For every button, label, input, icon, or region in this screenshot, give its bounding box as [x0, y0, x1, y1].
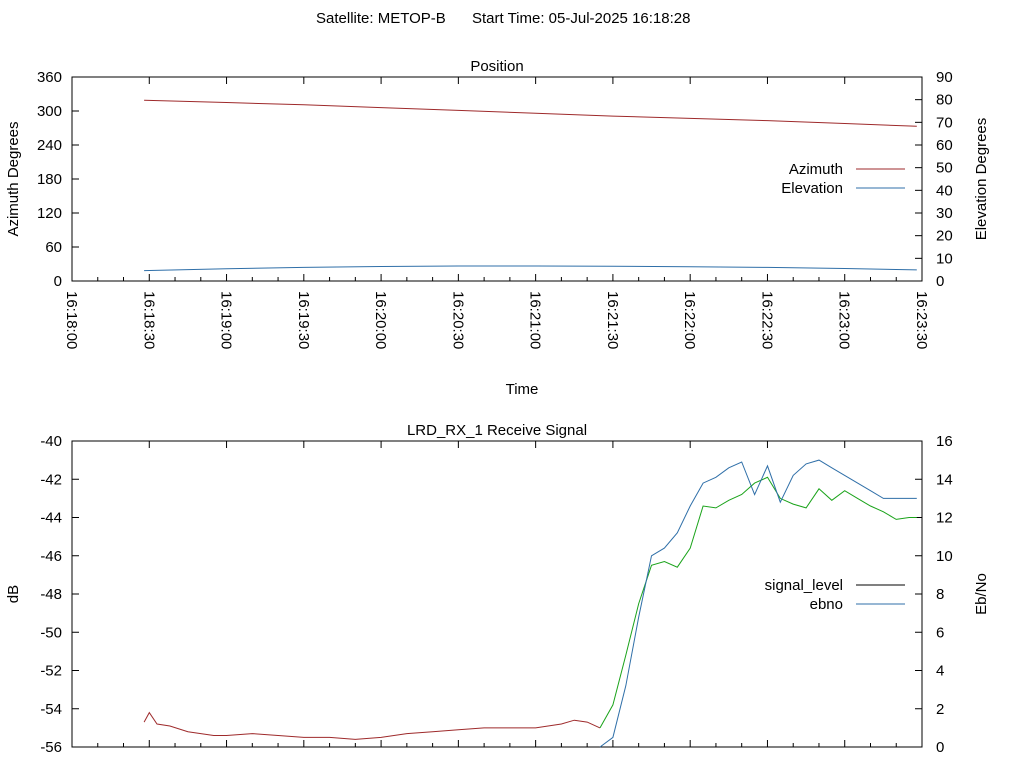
legend-label: Azimuth — [789, 161, 843, 178]
plot-frame — [71, 440, 923, 748]
x-tick-label: 16:20:00 — [372, 291, 389, 349]
y2-tick-label: 60 — [936, 137, 953, 154]
y2-tick-label: 12 — [936, 510, 953, 527]
x-tick-label: 16:18:30 — [140, 291, 157, 349]
x-tick-label: 16:23:00 — [836, 291, 853, 349]
y-tick-label: -48 — [40, 586, 62, 603]
y-tick-label: 0 — [54, 273, 62, 290]
series-line — [599, 459, 917, 748]
x-tick-label: 16:21:30 — [604, 291, 621, 349]
y2-tick-label: 8 — [936, 586, 944, 603]
x-tick-label: 16:19:00 — [218, 291, 235, 349]
chart-title: LRD_RX_1 Receive Signal — [407, 422, 587, 439]
y2-axis-label: Elevation Degrees — [973, 118, 990, 241]
plot-frame — [71, 76, 923, 282]
y2-tick-label: 50 — [936, 160, 953, 177]
x-tick-label: 16:18:00 — [63, 291, 80, 349]
y-tick-label: -44 — [40, 510, 62, 527]
y-tick-label: 120 — [37, 205, 62, 222]
legend-label: ebno — [810, 596, 843, 613]
y-tick-label: -50 — [40, 624, 62, 641]
x-tick-label: 16:21:00 — [527, 291, 544, 349]
y2-tick-label: 40 — [936, 182, 953, 199]
y2-tick-label: 10 — [936, 548, 953, 565]
y2-tick-label: 10 — [936, 250, 953, 267]
series-line — [143, 711, 601, 740]
y2-tick-label: 4 — [936, 663, 944, 680]
x-tick-label: 16:22:30 — [758, 291, 775, 349]
y-tick-label: 240 — [37, 137, 62, 154]
y2-tick-label: 80 — [936, 92, 953, 109]
y-tick-label: -40 — [40, 433, 62, 450]
x-tick-label: 16:20:30 — [449, 291, 466, 349]
y2-tick-label: 90 — [936, 69, 953, 86]
y2-tick-label: 14 — [936, 471, 953, 488]
y-tick-label: -54 — [40, 701, 62, 718]
receive-signal-chart: LRD_RX_1 Receive Signal -56 -54 -52 -50 -48 -4… — [5, 422, 990, 756]
y-tick-label: 60 — [45, 239, 62, 256]
y2-tick-label: 6 — [936, 624, 944, 641]
figure-title-start-time: Start Time: 05-Jul-2025 16:18:28 — [472, 10, 690, 27]
figure-title-satellite: Satellite: METOP-B — [316, 10, 446, 27]
series-line — [599, 476, 917, 729]
y-tick-label: -42 — [40, 471, 62, 488]
position-chart: Position 16:18:00 16:18:30 16:19:00 16:19:30… — [5, 58, 990, 398]
y-tick-label: 180 — [37, 171, 62, 188]
y-tick-label: 300 — [37, 103, 62, 120]
x-tick-label: 16:23:30 — [913, 291, 930, 349]
x-axis-label: Time — [506, 381, 539, 398]
y-tick-label: -52 — [40, 663, 62, 680]
series-line — [144, 265, 917, 272]
y2-tick-label: 20 — [936, 228, 953, 245]
chart-title: Position — [470, 58, 523, 75]
y2-tick-label: 0 — [936, 739, 944, 756]
y-tick-label: 360 — [37, 69, 62, 86]
y-tick-label: -56 — [40, 739, 62, 756]
legend-label: signal_level — [765, 577, 843, 594]
y2-tick-label: 30 — [936, 205, 953, 222]
y2-axis-label: Eb/No — [973, 573, 990, 615]
y-axis-label: Azimuth Degrees — [5, 121, 22, 236]
y-axis-label: dB — [5, 585, 22, 603]
y2-tick-label: 16 — [936, 433, 953, 450]
y2-tick-label: 2 — [936, 701, 944, 718]
y-tick-label: -46 — [40, 548, 62, 565]
y2-tick-label: 0 — [936, 273, 944, 290]
legend-label: Elevation — [781, 180, 843, 197]
x-tick-label: 16:19:30 — [295, 291, 312, 349]
y2-tick-label: 70 — [936, 114, 953, 131]
series-line — [144, 99, 917, 127]
x-tick-label: 16:22:00 — [681, 291, 698, 349]
